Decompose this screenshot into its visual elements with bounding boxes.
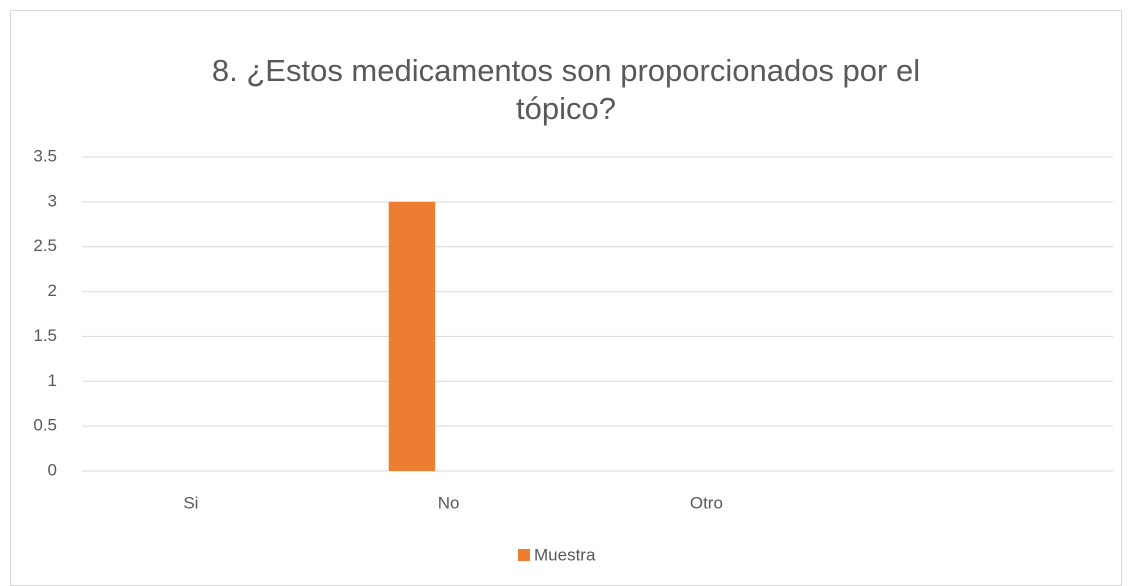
y-tick-label: 1.5 <box>33 326 57 345</box>
chart-title: 8. ¿Estos medicamentos son proporcionado… <box>211 53 921 126</box>
legend-label: Muestra <box>534 545 596 564</box>
y-tick-label: 2.5 <box>33 236 57 255</box>
y-tick-label: 0 <box>48 460 57 479</box>
bar <box>388 201 436 471</box>
y-tick-label: 1 <box>48 371 57 390</box>
y-tick-label: 2 <box>48 281 57 300</box>
y-tick-label: 0.5 <box>33 416 57 435</box>
y-tick-label: 3.5 <box>33 146 57 165</box>
legend-swatch <box>518 549 530 561</box>
x-tick-label: Otro <box>690 493 723 512</box>
chart-border <box>10 10 1122 586</box>
x-tick-label: Si <box>183 493 198 512</box>
y-tick-label: 3 <box>48 191 57 210</box>
x-tick-label: No <box>438 493 460 512</box>
